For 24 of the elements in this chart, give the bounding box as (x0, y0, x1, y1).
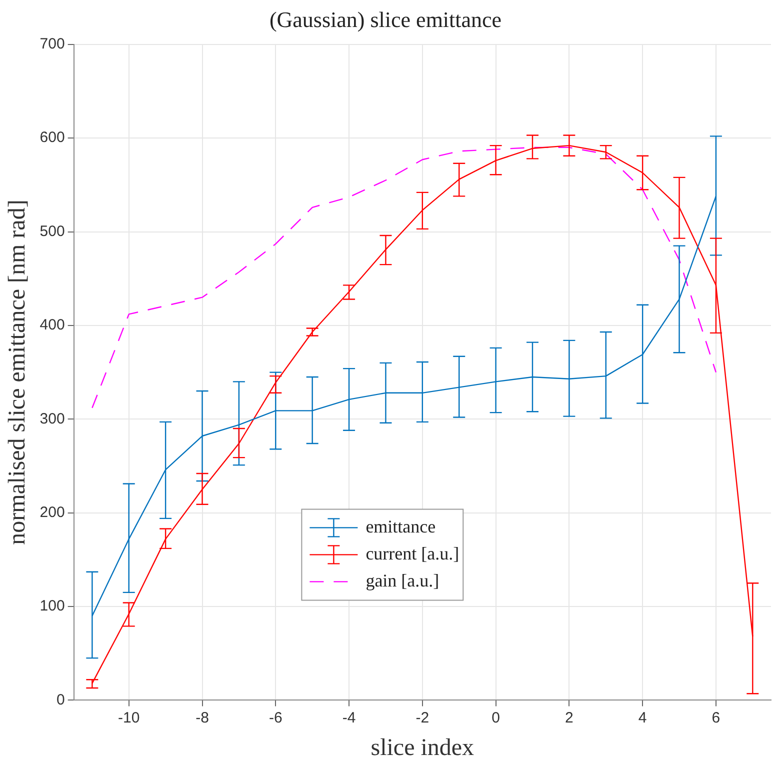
x-tick-label: 2 (565, 709, 574, 726)
x-tick-label: 6 (712, 709, 720, 726)
y-tick-label: 0 (56, 691, 65, 708)
y-axis-title: normalised slice emittance [nm rad] (4, 200, 31, 545)
legend-label: gain [a.u.] (366, 570, 440, 590)
x-tick-label: -10 (118, 709, 140, 726)
y-tick-label: 500 (40, 222, 65, 240)
x-tick-label: -4 (342, 709, 356, 726)
x-tick-label: -8 (196, 709, 209, 726)
line-series (92, 146, 717, 408)
y-tick-label: 400 (40, 316, 65, 334)
legend-label: emittance (366, 516, 436, 536)
y-tick-label: 300 (40, 410, 65, 428)
y-tick-label: 200 (40, 504, 65, 521)
chart-title: (Gaussian) slice emittance (269, 6, 502, 32)
y-tick-label: 700 (40, 36, 65, 53)
x-tick-label: -6 (268, 709, 282, 726)
y-tick-label: 600 (40, 129, 65, 146)
y-tick-label: 100 (40, 598, 65, 615)
x-tick-label: 4 (638, 709, 647, 726)
x-axis-title: slice index (370, 734, 474, 761)
x-tick-label: -2 (416, 709, 430, 726)
legend-label: current [a.u.] (366, 543, 460, 564)
x-tick-label: 0 (492, 709, 500, 726)
